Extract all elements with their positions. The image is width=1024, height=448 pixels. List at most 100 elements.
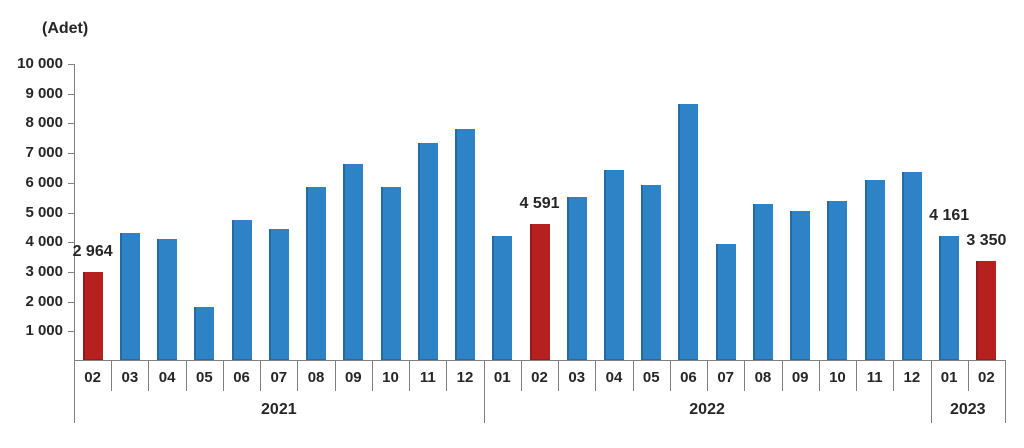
bar-2021-05	[194, 307, 215, 360]
bar-2022-03	[566, 197, 587, 360]
x-tick-2021-12: 12	[456, 369, 474, 386]
x-tick-2021-03: 03	[121, 369, 139, 386]
y-tick-mark	[68, 64, 74, 65]
x-tick-separator	[111, 361, 113, 391]
x-tick-2022-04: 04	[605, 369, 623, 386]
x-tick-2021-06: 06	[233, 369, 250, 386]
bar-2022-02	[529, 224, 550, 360]
year-separator	[930, 361, 932, 423]
bar-2021-07	[268, 229, 289, 360]
bar-value-label-2023-01: 4 161	[929, 207, 970, 224]
bar-2022-05	[641, 185, 662, 360]
x-tick-separator	[856, 361, 858, 391]
x-tick-2022-08: 08	[754, 369, 772, 386]
x-tick-2022-07: 07	[717, 369, 735, 386]
year-separator	[1005, 361, 1006, 423]
x-tick-separator	[707, 361, 709, 391]
x-tick-2022-01: 01	[493, 369, 511, 386]
x-tick-separator	[893, 361, 895, 391]
x-tick-separator	[520, 361, 522, 391]
y-tick-mark	[68, 153, 74, 155]
x-tick-2022-09: 09	[791, 369, 809, 386]
x-tick-2021-07: 07	[270, 369, 288, 386]
bar-2022-04	[603, 170, 624, 360]
y-tick-label-9000: 9 000	[25, 84, 63, 102]
x-tick-2022-10: 10	[829, 369, 846, 386]
year-separator	[74, 361, 75, 423]
x-tick-separator	[781, 361, 783, 391]
x-tick-separator	[222, 361, 224, 391]
y-tick-label-3000: 3 000	[25, 262, 63, 280]
bar-2021-11	[417, 143, 438, 360]
x-tick-separator	[632, 361, 634, 391]
x-tick-separator	[260, 361, 262, 391]
y-tick-label-10000: 10 000	[17, 55, 63, 72]
year-label-2023: 2023	[949, 401, 986, 418]
x-tick-2021-10: 10	[382, 369, 399, 386]
y-tick-label-4000: 4 000	[25, 233, 63, 251]
year-separator	[483, 361, 485, 423]
x-tick-2021-11: 11	[419, 369, 436, 386]
x-tick-separator	[185, 361, 187, 391]
y-tick-mark	[68, 271, 74, 273]
y-tick-mark	[68, 212, 74, 214]
x-tick-2021-04: 04	[158, 369, 176, 386]
y-tick-mark	[68, 93, 74, 95]
bar-value-label-2023-02: 3 350	[966, 232, 1007, 249]
bar-2021-04	[157, 239, 178, 360]
x-tick-2021-02: 02	[84, 369, 101, 386]
x-tick-separator	[558, 361, 560, 391]
x-tick-separator	[297, 361, 299, 391]
y-tick-mark	[68, 182, 74, 184]
x-tick-2023-02: 02	[978, 369, 995, 386]
x-tick-2022-05: 05	[642, 369, 660, 386]
year-label-2021: 2021	[261, 401, 297, 418]
bar-2023-02	[976, 261, 997, 360]
y-axis-line	[74, 64, 75, 361]
x-tick-2022-06: 06	[680, 369, 697, 386]
x-tick-separator	[669, 361, 671, 391]
y-tick-label-6000: 6 000	[25, 173, 63, 191]
bar-2022-12	[901, 172, 922, 360]
y-tick-mark	[68, 301, 74, 303]
x-tick-2022-02: 02	[531, 369, 548, 386]
bar-2023-01	[939, 236, 960, 360]
x-tick-separator	[409, 361, 411, 391]
bar-2021-10	[380, 187, 401, 360]
x-tick-2022-11: 11	[866, 369, 883, 386]
bar-value-label-2021-02: 2 964	[72, 243, 113, 260]
x-tick-2021-09: 09	[344, 369, 362, 386]
bar-2022-08	[752, 204, 773, 360]
y-tick-mark	[68, 123, 74, 125]
x-tick-2022-12: 12	[903, 369, 921, 386]
x-tick-separator	[446, 361, 448, 391]
x-tick-2023-01: 01	[940, 369, 958, 386]
bar-value-label-2022-02: 4 591	[519, 195, 560, 212]
x-axis-line	[74, 360, 1006, 361]
bar-2021-12	[455, 129, 476, 360]
bar-2021-08	[306, 187, 327, 360]
x-tick-separator	[595, 361, 597, 391]
y-tick-label-2000: 2 000	[25, 292, 63, 310]
x-tick-separator	[334, 361, 336, 391]
y-tick-label-1000: 1 000	[25, 322, 63, 340]
x-tick-separator	[818, 361, 820, 391]
bar-2022-11	[864, 180, 885, 360]
x-tick-separator	[371, 361, 373, 391]
x-tick-2021-08: 08	[307, 369, 325, 386]
y-axis-unit-label: (Adet)	[42, 20, 89, 37]
bar-2022-09	[790, 211, 811, 360]
y-tick-label-7000: 7 000	[25, 144, 63, 162]
y-tick-label-5000: 5 000	[25, 203, 63, 221]
bar-2022-01	[492, 236, 513, 360]
x-tick-separator	[148, 361, 150, 391]
bar-2022-07	[715, 244, 736, 360]
bar-2022-06	[678, 104, 699, 360]
bar-2021-03	[119, 233, 140, 360]
y-tick-mark	[68, 242, 74, 244]
x-tick-separator	[967, 361, 969, 391]
bar-2021-02	[82, 272, 103, 360]
y-tick-mark	[68, 331, 74, 333]
bar-2021-09	[343, 164, 364, 360]
